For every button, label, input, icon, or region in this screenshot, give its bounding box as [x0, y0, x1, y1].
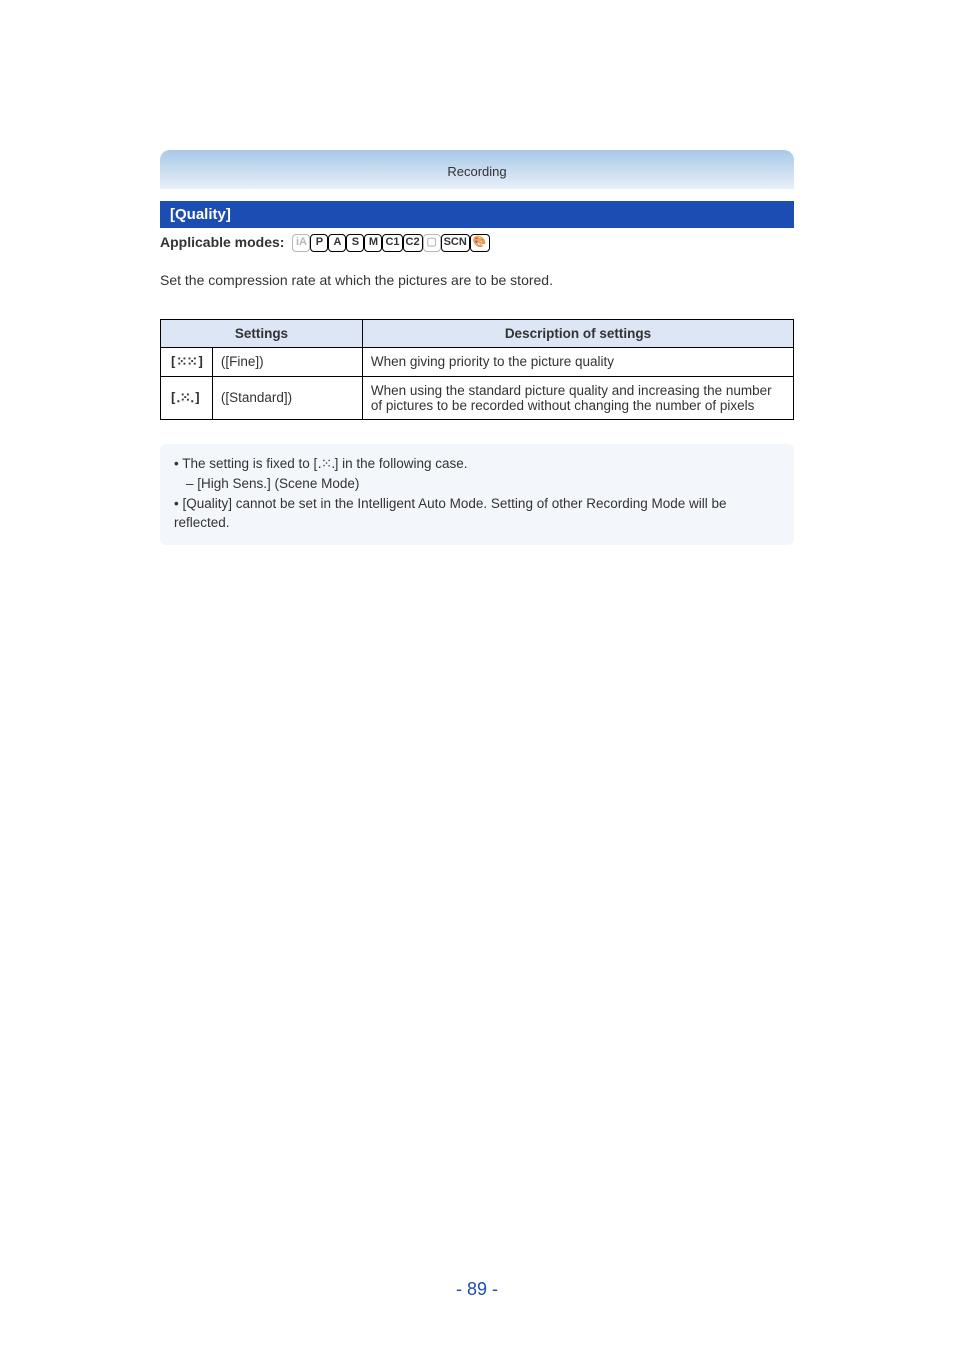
mode-chip: ▢ [423, 234, 441, 252]
applicable-modes-label: Applicable modes: [160, 234, 284, 250]
mode-chip: A [328, 234, 346, 252]
section-title: [Quality] [170, 206, 231, 223]
mode-chip: C2 [403, 234, 423, 252]
settings-table: Settings Description of settings [⁙⁙] ([… [160, 319, 794, 420]
mode-chip: S [346, 234, 364, 252]
col-description: Description of settings [362, 319, 793, 347]
quality-standard-label: ([Standard]) [212, 376, 362, 419]
quality-standard-desc: When using the standard picture quality … [362, 376, 793, 419]
quality-standard-inline-icon: ․⁙․ [317, 456, 334, 472]
mode-chip: C1 [382, 234, 402, 252]
note-line-1: • The setting is fixed to [․⁙․] in the f… [174, 454, 782, 475]
mode-chip: SCN [441, 234, 470, 252]
page-number: - 89 - [0, 1279, 954, 1300]
applicable-modes-row: Applicable modes: iAPASMC1C2▢SCN🎨 [160, 232, 794, 252]
mode-chip: iA [292, 234, 310, 252]
intro-text: Set the compression rate at which the pi… [160, 270, 794, 291]
quality-fine-label: ([Fine]) [212, 347, 362, 376]
section-title-bar: [Quality] [160, 201, 794, 228]
category-label: Recording [447, 164, 506, 179]
table-row: [⁙⁙] ([Fine]) When giving priority to th… [161, 347, 794, 376]
mode-chip: M [364, 234, 382, 252]
mode-chip: 🎨 [470, 234, 490, 252]
note-line-2: – [High Sens.] (Scene Mode) [186, 474, 782, 494]
category-banner: Recording [160, 150, 794, 189]
mode-chip: P [310, 234, 328, 252]
quality-fine-desc: When giving priority to the picture qual… [362, 347, 793, 376]
col-settings: Settings [161, 319, 363, 347]
notes-box: • The setting is fixed to [․⁙․] in the f… [160, 444, 794, 545]
quality-standard-icon: [․⁙․] [161, 376, 213, 419]
quality-fine-icon: [⁙⁙] [161, 347, 213, 376]
table-header-row: Settings Description of settings [161, 319, 794, 347]
note-line-3: • [Quality] cannot be set in the Intelli… [174, 494, 782, 533]
table-row: [․⁙․] ([Standard]) When using the standa… [161, 376, 794, 419]
